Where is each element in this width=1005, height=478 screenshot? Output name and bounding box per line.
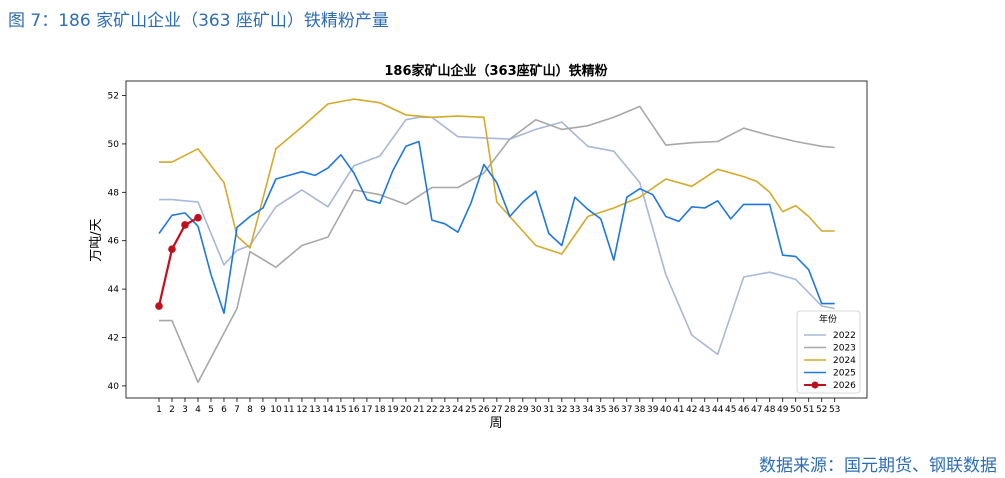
series-line-2026: [157, 216, 199, 307]
legend-marker-2026: [811, 381, 819, 389]
x-tick-label: 48: [764, 405, 776, 415]
y-axis: 40 42 44 46 48 50 52: [108, 92, 126, 392]
series-line-2025: [158, 140, 835, 315]
x-tick-label: 2: [169, 405, 175, 415]
x-tick-label: 49: [777, 405, 789, 415]
x-tick-label: 35: [595, 405, 606, 415]
x-tick-label: 47: [751, 405, 762, 415]
x-tick-label: 13: [309, 405, 320, 415]
x-tick-label: 44: [712, 405, 724, 415]
y-tick-label: 46: [108, 237, 120, 247]
y-tick-label: 44: [108, 285, 120, 295]
plot-frame: [125, 80, 868, 399]
x-tick-label: 37: [621, 405, 632, 415]
x-tick-label: 6: [221, 405, 227, 415]
x-tick-label: 11: [283, 405, 294, 415]
x-axis: 1 2 3 4 5 6 7 8 9 10 11 12 13 14 15 16 17 18 19 20 21 22 23 24 2…: [156, 398, 840, 415]
y-tick-label: 52: [108, 92, 119, 102]
x-tick-label: 30: [530, 405, 542, 415]
x-tick-label: 10: [270, 405, 282, 415]
y-tick-label: 50: [108, 140, 120, 150]
x-tick-label: 24: [452, 405, 464, 415]
x-tick-label: 18: [374, 405, 386, 415]
legend-label-2022: 2022: [833, 331, 856, 341]
x-tick-label: 41: [673, 405, 684, 415]
x-tick-label: 3: [182, 405, 188, 415]
x-tick-label: 12: [296, 405, 307, 415]
x-tick-label: 40: [660, 405, 672, 415]
data-point-2026: [155, 302, 163, 310]
x-tick-label: 51: [803, 405, 814, 415]
series-line-2022: [159, 116, 835, 356]
series-line-2024: [159, 98, 835, 255]
x-tick-label: 8: [247, 405, 253, 415]
x-tick-label: 42: [686, 405, 697, 415]
x-tick-label: 43: [699, 405, 710, 415]
x-tick-label: 39: [647, 405, 659, 415]
data-source: 数据来源：国元期货、钢联数据: [759, 456, 997, 476]
y-axis-title: 万吨/天: [89, 218, 104, 261]
x-tick-label: 9: [260, 405, 266, 415]
x-tick-label: 20: [400, 405, 412, 415]
x-tick-label: 14: [322, 405, 334, 415]
x-tick-label: 23: [439, 405, 450, 415]
chart-title: 186家矿山企业（363座矿山）铁精粉: [384, 63, 607, 79]
x-tick-label: 16: [348, 405, 360, 415]
x-tick-label: 15: [335, 405, 346, 415]
legend: 年份 2022 2023 2024 2025 2026: [796, 310, 861, 394]
x-tick-label: 50: [790, 405, 802, 415]
figure-caption: 图 7：186 家矿山企业（363 座矿山）铁精粉产量: [8, 11, 389, 31]
data-point-2026: [168, 245, 176, 253]
legend-label-2026: 2026: [833, 381, 856, 391]
x-tick-label: 33: [569, 405, 580, 415]
x-tick-label: 17: [361, 405, 372, 415]
x-tick-label: 26: [478, 405, 490, 415]
legend-title: 年份: [819, 313, 837, 325]
x-tick-label: 27: [491, 405, 502, 415]
x-tick-label: 1: [156, 405, 162, 415]
x-tick-label: 25: [465, 405, 476, 415]
x-tick-label: 36: [608, 405, 620, 415]
legend-label-2024: 2024: [833, 356, 856, 366]
x-tick-label: 7: [234, 405, 240, 415]
data-point-2026: [181, 221, 189, 229]
y-tick-label: 42: [108, 334, 119, 344]
series-layer: [155, 98, 835, 384]
x-tick-label: 21: [413, 405, 424, 415]
legend-label-2025: 2025: [833, 369, 856, 379]
data-point-2026: [194, 213, 202, 222]
x-tick-label: 52: [816, 405, 827, 415]
x-tick-label: 28: [504, 405, 516, 415]
x-tick-label: 38: [634, 405, 646, 415]
x-tick-label: 32: [556, 405, 567, 415]
x-tick-label: 5: [208, 405, 214, 415]
y-tick-label: 40: [108, 382, 120, 392]
y-tick-label: 48: [108, 188, 120, 198]
x-tick-label: 46: [738, 405, 750, 415]
x-tick-label: 45: [725, 405, 736, 415]
x-tick-label: 4: [195, 405, 201, 415]
x-tick-label: 29: [517, 405, 529, 415]
x-axis-title: 周: [489, 416, 502, 431]
legend-label-2023: 2023: [833, 344, 856, 354]
x-tick-label: 34: [582, 405, 594, 415]
x-tick-label: 31: [543, 405, 554, 415]
x-tick-label: 19: [387, 405, 399, 415]
series-line-2023: [159, 105, 835, 384]
x-tick-label: 22: [426, 405, 437, 415]
x-tick-label: 53: [829, 405, 840, 415]
